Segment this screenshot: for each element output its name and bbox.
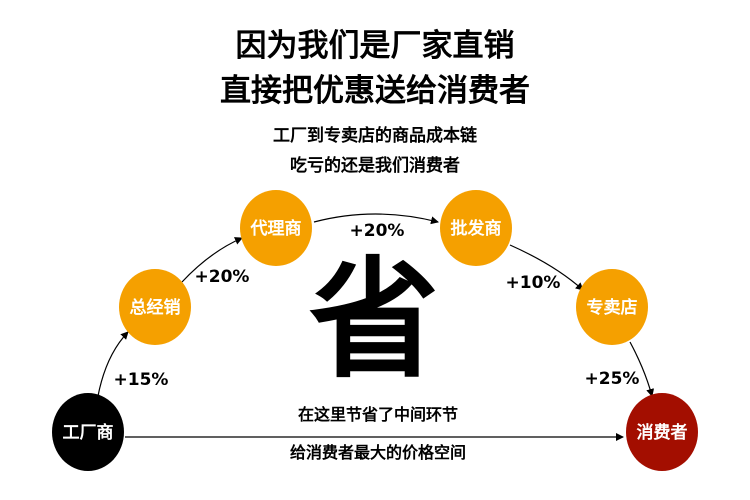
node-circle [626,393,698,471]
node-label: 工厂商 [63,422,114,443]
arrow-factory-to-distributor [97,331,129,397]
markup-label: +10% [506,273,561,293]
node-label: 专卖店 [587,297,638,318]
node-label: 消费者 [637,422,688,443]
node-circle [52,393,124,471]
title-line1: 因为我们是厂家直销 [236,28,515,64]
arrow-agent-to-wholesaler [313,213,439,225]
node-circle [576,269,648,345]
arrow-wholesaler-to-store [509,244,584,291]
node-label: 批发商 [451,218,502,239]
subtitle-line2: 吃亏的还是我们消费者 [290,155,460,176]
save-character: 省 [308,244,439,396]
node-general-distributor: 总经销 [119,269,191,345]
node-agent: 代理商 [240,190,312,266]
arrows [97,213,655,441]
node-circle [119,269,191,345]
node-store: 专卖店 [576,269,648,345]
direct-note-line2: 给消费者最大的价格空间 [290,443,466,462]
markup-label: +20% [195,267,250,287]
arrow-store-to-consumer [629,341,655,397]
markup-label: +20% [350,221,405,241]
markup-label: +15% [114,370,169,390]
node-factory: 工厂商 [52,393,124,471]
subtitle-line1: 工厂到专卖店的商品成本链 [273,125,478,146]
node-label: 总经销 [130,297,181,318]
node-wholesaler: 批发商 [440,190,512,266]
node-label: 代理商 [250,218,302,239]
node-circle [440,190,512,266]
title-line2: 直接把优惠送给消费者 [220,73,530,109]
node-circle [240,190,312,266]
node-consumer: 消费者 [626,393,698,471]
markup-label: +25% [585,369,640,389]
arrow-distributor-to-agent [181,237,243,283]
direct-note-line1: 在这里节省了中间环节 [298,405,458,424]
